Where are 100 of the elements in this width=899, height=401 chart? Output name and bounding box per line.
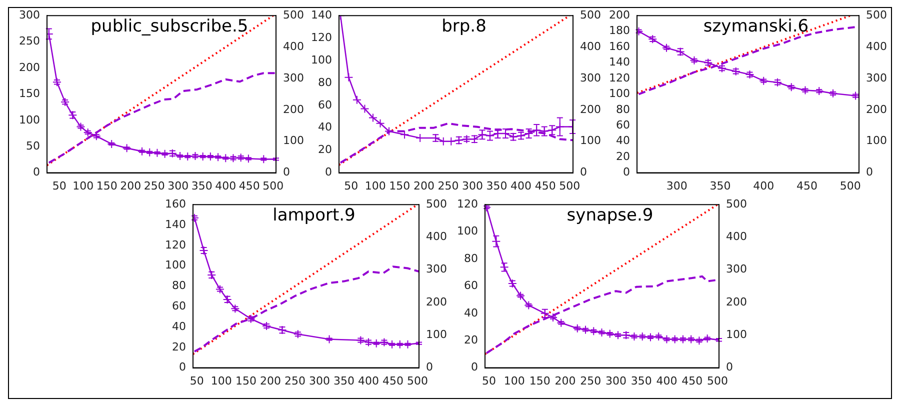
y-tick-label: 80	[172, 279, 186, 292]
y-tick-label: 20	[464, 333, 478, 346]
x-tick-label: 50	[190, 374, 204, 388]
y2-tick-label: 400	[580, 40, 602, 53]
x-tick-label: 500	[840, 179, 861, 192]
y-tick-label: 100	[164, 258, 186, 272]
x-tick-label: 400	[215, 179, 236, 192]
x-tick-label: 450	[682, 374, 703, 388]
y2-tick-label: 300	[426, 262, 448, 276]
y-tick-label: 20	[318, 143, 332, 156]
x-tick-label: 200	[120, 179, 142, 192]
x-tick-label: 250	[438, 179, 459, 192]
y-tick-label: 140	[164, 218, 186, 231]
y-tick-label: 140	[608, 56, 630, 69]
x-tick-label: 500	[407, 374, 428, 388]
y2-tick-label: 400	[426, 230, 448, 244]
x-tick-label: 500	[559, 179, 580, 192]
y-tick-label: 100	[456, 224, 478, 238]
x-tick-label: 50	[344, 179, 358, 192]
y-tick-label: 80	[616, 102, 630, 116]
x-tick-label: 150	[235, 374, 256, 388]
y2-tick-label: 100	[580, 134, 602, 148]
x-tick-label: 100	[504, 374, 525, 388]
y2-tick-label: 100	[866, 134, 888, 148]
y2-tick-label: 0	[426, 360, 434, 374]
x-tick-label: 450	[382, 374, 404, 388]
x-tick-label: 500	[706, 374, 728, 388]
y-tick-label: 0	[178, 360, 186, 374]
y-tick-label: 0	[470, 360, 478, 374]
y2-tick-label: 100	[426, 328, 448, 342]
y-tick-label: 60	[172, 299, 186, 312]
y-tick-label: 60	[318, 98, 332, 112]
y2-tick-label: 200	[426, 295, 448, 308]
y2-tick-label: 300	[866, 71, 888, 84]
x-tick-label: 350	[710, 179, 731, 192]
x-tick-label: 150	[96, 179, 118, 192]
y2-tick-label: 200	[580, 102, 602, 116]
y2-tick-label: 500	[283, 8, 304, 22]
y-tick-label: 300	[18, 8, 40, 22]
chart-title: szymanski.6	[703, 16, 809, 37]
x-tick-label: 350	[191, 179, 212, 192]
y-tick-label: 150	[18, 87, 40, 100]
y-tick-label: 120	[456, 197, 478, 210]
y-tick-label: 200	[608, 8, 630, 22]
y-tick-label: 20	[616, 150, 630, 163]
y-tick-label: 160	[164, 197, 186, 210]
x-tick-label: 450	[796, 179, 818, 192]
y-tick-label: 160	[608, 40, 630, 53]
x-tick-label: 200	[260, 374, 281, 388]
y-tick-label: 100	[310, 53, 332, 66]
y2-tick-label: 400	[283, 40, 304, 53]
x-tick-label: 100	[364, 179, 386, 192]
y-tick-label: 250	[18, 34, 40, 48]
y-tick-label: 40	[464, 306, 478, 320]
y-tick-label: 40	[172, 320, 186, 333]
y2-tick-label: 100	[726, 328, 748, 342]
y-tick-label: 80	[318, 76, 332, 89]
x-tick-label: 200	[554, 374, 576, 388]
x-tick-label: 450	[534, 179, 556, 192]
x-tick-label: 50	[52, 179, 66, 192]
y-tick-label: 100	[18, 113, 40, 126]
y2-tick-label: 0	[726, 360, 734, 374]
y2-tick-label: 300	[580, 71, 602, 84]
y2-tick-label: 300	[726, 262, 748, 276]
y-tick-label: 80	[464, 252, 478, 265]
y-tick-label: 140	[310, 8, 332, 22]
x-tick-label: 100	[210, 374, 232, 388]
y-tick-label: 0	[622, 166, 630, 179]
y2-tick-label: 500	[426, 197, 448, 210]
y2-tick-label: 100	[283, 134, 304, 148]
x-tick-label: 400	[510, 179, 532, 192]
y2-tick-label: 0	[283, 166, 290, 179]
y-tick-label: 100	[608, 87, 630, 100]
x-tick-label: 100	[72, 179, 94, 192]
y2-tick-label: 200	[866, 102, 888, 116]
y-tick-label: 120	[608, 71, 630, 84]
x-tick-label: 350	[333, 374, 354, 388]
chart-title: synapse.9	[566, 206, 654, 226]
y-tick-label: 40	[616, 134, 630, 148]
x-tick-label: 250	[144, 179, 165, 192]
y-tick-label: 180	[608, 24, 630, 38]
y-tick-label: 60	[616, 118, 630, 132]
y2-tick-label: 300	[283, 71, 304, 84]
x-tick-label: 200	[413, 179, 434, 192]
y-tick-label: 0	[324, 166, 332, 179]
y2-tick-label: 500	[866, 8, 888, 22]
x-tick-label: 400	[753, 179, 774, 192]
x-tick-label: 400	[358, 374, 380, 388]
x-tick-label: 250	[284, 374, 306, 388]
x-tick-label: 400	[656, 374, 678, 388]
chart-title: brp.8	[442, 16, 486, 37]
x-tick-label: 50	[482, 374, 496, 388]
y2-tick-label: 500	[726, 197, 748, 210]
x-tick-label: 300	[666, 179, 688, 192]
chart-title: public_subscribe.5	[90, 16, 248, 37]
x-tick-label: 150	[389, 179, 410, 192]
y-tick-label: 120	[164, 238, 186, 252]
y-tick-label: 0	[32, 166, 40, 179]
y-tick-label: 60	[464, 279, 478, 292]
chart-title: lamport.9	[272, 206, 356, 226]
